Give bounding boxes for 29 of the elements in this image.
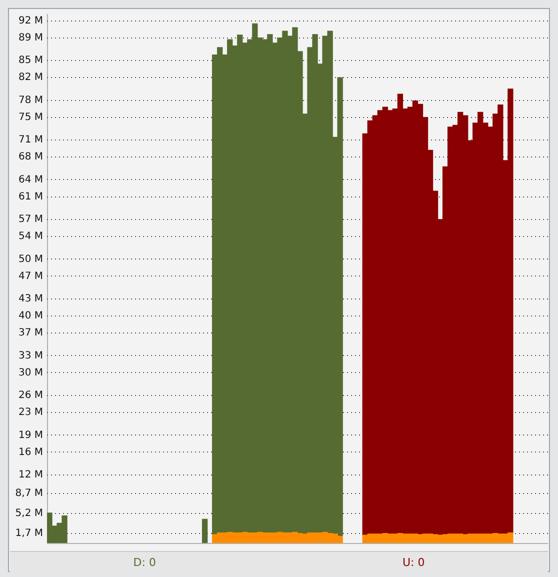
y-tick-label: 33 M [18,350,43,362]
y-tick-label: 30 M [18,367,43,378]
series-label: U: 0 [402,556,425,568]
y-tick-label: 61 M [18,191,43,202]
y-tick-label: 54 M [18,231,43,242]
y-tick-label: 26 M [18,390,43,402]
y-tick-label: 47 M [18,270,43,282]
y-tick-label: 71 M [18,134,43,146]
y-tick-label: 92 M [18,15,43,26]
y-tick-label: 40 M [18,310,43,322]
y-tick-label: 78 M [18,94,43,106]
y-tick-label: 85 M [18,55,43,66]
y-tick-label: 57 M [18,214,43,226]
y-tick-label: 19 M [18,430,43,441]
y-tick-label: 12 M [18,469,43,480]
y-tick-label: 23 M [18,407,43,418]
y-tick-label: 1,7 M [15,528,43,539]
text: D: 0 [133,556,156,568]
y-tick-label: 8,7 M [15,488,43,500]
y-tick-label: 75 M [18,112,43,123]
y-tick-label: 16 M [18,446,43,458]
y-tick-label: 43 M [18,294,43,305]
y-tick-label: 50 M [18,254,43,265]
y-tick-label: 82 M [18,72,43,84]
y-tick-label: 37 M [18,328,43,339]
y-tick-label: 89 M [18,32,43,44]
y-tick-label: 68 M [18,152,43,163]
y-tick-label: 5,2 M [15,508,43,520]
y-tick-label: 64 M [18,174,43,186]
